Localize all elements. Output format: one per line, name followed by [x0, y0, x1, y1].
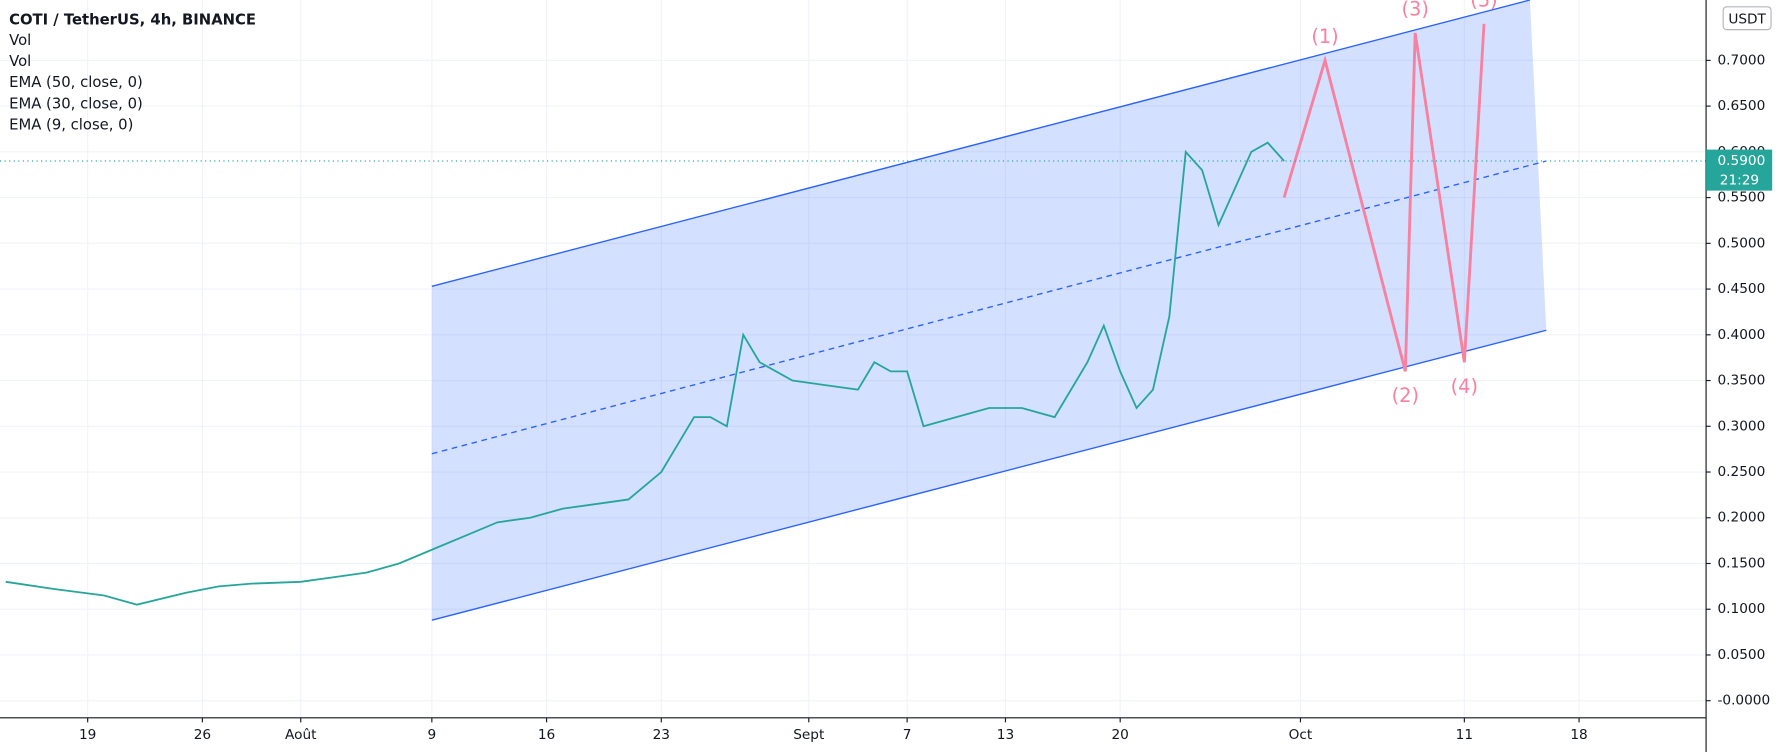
wave-path — [1282, 23, 1486, 372]
x-tick-label: 19 — [79, 727, 96, 743]
axes: -0.0000 0.0500 0.1000 0.1500 0.2000 0.2500 0.3… — [79, 52, 1773, 743]
x-tick-label: 11 — [1456, 727, 1473, 743]
y-tick-label: 0.4500 — [1717, 281, 1765, 297]
y-tick-label: 0.5000 — [1717, 235, 1765, 251]
y-tick-label: 0.7000 — [1717, 52, 1765, 68]
legend: COTI / TetherUS, 4h, BINANCE Vol Vol EMA (… — [9, 12, 256, 134]
currency: USDT — [1728, 11, 1766, 27]
x-tick-label: 26 — [194, 727, 211, 743]
wave-label: (3) — [1401, 0, 1428, 21]
indicator-label: EMA (9, close, 0) — [9, 116, 133, 133]
y-tick-label: 0.6500 — [1717, 98, 1765, 114]
last-price-label: 0.5900 — [1717, 153, 1765, 169]
last-price-box — [1706, 149, 1773, 191]
y-tick-label: 0.5500 — [1717, 190, 1765, 206]
x-tick-label: 18 — [1570, 727, 1587, 743]
x-tick-label: 20 — [1111, 727, 1128, 743]
y-tick-label: 0.0500 — [1717, 647, 1765, 663]
x-tick-label: Août — [285, 727, 317, 743]
y-tick-label: 0.3500 — [1717, 373, 1765, 389]
x-tick-label: 9 — [427, 727, 436, 743]
plot: (1) (2) (3) (4) (5) — [0, 0, 1707, 621]
y-tick-label: 0.2000 — [1717, 510, 1765, 526]
price-line — [5, 141, 1285, 606]
wave-label: (4) — [1451, 375, 1478, 398]
currency-badge[interactable] — [1722, 6, 1772, 31]
channel-lower — [431, 329, 1547, 621]
x-tick-label: 7 — [903, 727, 912, 743]
y-tick-label: 0.1500 — [1717, 555, 1765, 571]
channel-upper — [431, 0, 1531, 287]
x-tick-label: 23 — [653, 727, 670, 743]
y-tick-label: -0.0000 — [1717, 693, 1770, 709]
indicator-label: Vol — [9, 53, 31, 70]
channel-fill — [431, 0, 1547, 621]
y-tick-label: 0.3000 — [1717, 418, 1765, 434]
grid — [0, 0, 1707, 718]
wave-label: (2) — [1392, 384, 1419, 407]
x-tick-label: 16 — [538, 727, 555, 743]
wave-label: (1) — [1311, 25, 1338, 48]
indicator-label: EMA (30, close, 0) — [9, 95, 143, 112]
wave-label: (5) — [1470, 0, 1497, 11]
y-tick-label: 0.2500 — [1717, 464, 1765, 480]
chart-title: COTI / TetherUS, 4h, BINANCE — [9, 12, 256, 29]
x-tick-label: Oct — [1289, 727, 1313, 743]
countdown: 21:29 — [1720, 172, 1759, 188]
channel-middle — [431, 160, 1547, 455]
indicator-label: EMA (50, close, 0) — [9, 74, 143, 91]
y-tick-label: 0.4000 — [1717, 327, 1765, 343]
indicator-label: Vol — [9, 32, 31, 49]
x-tick-label: 13 — [997, 727, 1014, 743]
x-tick-label: Sept — [793, 727, 825, 743]
y-tick-label: 0.1000 — [1717, 601, 1765, 617]
